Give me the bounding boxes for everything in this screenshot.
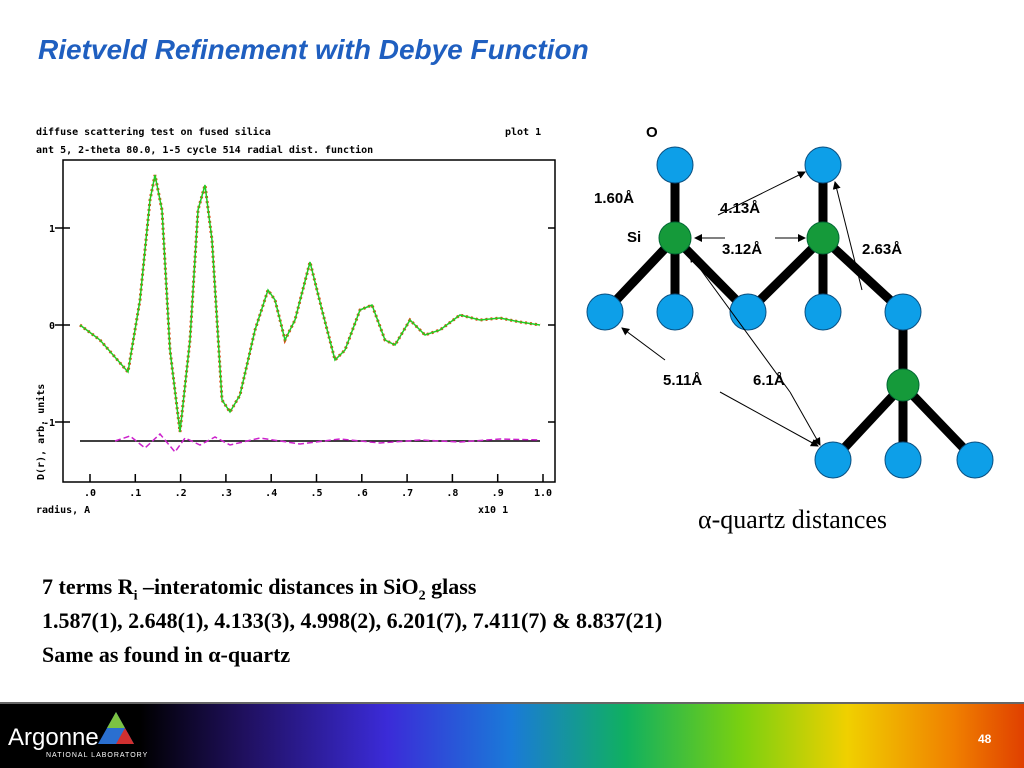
subscript: 2 — [418, 588, 426, 604]
text: glass — [425, 574, 477, 599]
x-tick-label: .8 — [446, 488, 458, 499]
x-tick-label: .7 — [401, 488, 413, 499]
rainbow-band — [140, 704, 1024, 768]
figures: diffuse scattering test on fused silica … — [35, 124, 994, 534]
slide-title: Rietveld Refinement with Debye Function — [38, 34, 589, 65]
x-axis-label: radius, A — [36, 504, 90, 516]
body-line: 7 terms Ri –interatomic distances in SiO… — [42, 574, 476, 604]
ticks — [55, 227, 555, 423]
x-tick-label: .4 — [265, 488, 277, 499]
logo-mark — [98, 712, 134, 744]
body-line: 1.587(1), 2.648(1), 4.133(3), 4.998(2), … — [42, 608, 663, 633]
diagram-caption: α-quartz distances — [698, 505, 887, 534]
arrows — [621, 171, 863, 447]
logo: Argonne — [8, 724, 99, 751]
quartz-diagram: O Si 1.60Å 4.13Å 3.12Å 2.63Å 5.11Å 6.1Å … — [586, 124, 994, 534]
x-tick-label: 1.0 — [534, 488, 552, 499]
distance-label: 1.60Å — [594, 190, 634, 207]
y-tick-label: 0 — [49, 321, 55, 332]
distance-label: 6.1Å — [753, 372, 785, 389]
fit-curve — [79, 174, 541, 433]
atom-label: Si — [627, 229, 641, 246]
text: 7 terms R — [42, 574, 134, 599]
distance-label: 5.11Å — [663, 372, 702, 389]
y-tick-label: -1 — [43, 418, 55, 429]
x-tick-label: .2 — [175, 488, 187, 499]
x-tick-label: .5 — [310, 488, 322, 499]
atom-label: O — [646, 124, 658, 141]
rdf-plot: diffuse scattering test on fused silica … — [35, 126, 556, 516]
distance-label: 4.13Å — [720, 200, 760, 217]
distance-label: 2.63Å — [862, 241, 902, 258]
logo-sub: NATIONAL LABORATORY — [46, 752, 149, 759]
plot-header: ant 5, 2-theta 80.0, 1-5 cycle 514 radia… — [36, 144, 373, 156]
plot-header: plot 1 — [505, 127, 541, 138]
oxygen-atoms — [586, 146, 994, 479]
difference-curve — [114, 432, 541, 454]
plot-frame — [62, 159, 556, 483]
footer: Argonne NATIONAL LABORATORY 48 — [0, 702, 1024, 768]
x-tick-label: .9 — [492, 488, 504, 499]
x-tick-label: .6 — [356, 488, 368, 499]
page-number: 48 — [978, 732, 992, 746]
text: –interatomic distances in SiO — [137, 574, 419, 599]
x-tick-label: .0 — [84, 488, 96, 499]
y-tick-label: 1 — [49, 224, 55, 235]
body-line: Same as found in α-quartz — [42, 642, 291, 667]
subscript: i — [133, 588, 138, 604]
silicon-atoms — [658, 221, 920, 402]
x-scale: x10 1 — [478, 505, 508, 516]
y-axis-label: D(r), arb. units — [35, 384, 47, 480]
plot-header: diffuse scattering test on fused silica — [36, 126, 271, 138]
x-tick-label: .1 — [129, 488, 141, 499]
distance-label: 3.12Å — [722, 241, 762, 258]
x-tick-label: .3 — [220, 488, 232, 499]
